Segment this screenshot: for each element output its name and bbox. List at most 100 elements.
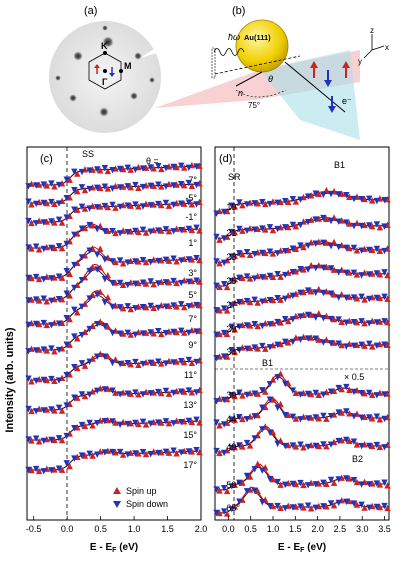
spin-up-point xyxy=(338,318,345,326)
spin-up-point xyxy=(150,182,157,190)
spin-down-point xyxy=(32,347,40,354)
spin-up-point xyxy=(35,246,43,253)
spin-up-point xyxy=(74,335,81,342)
photon-label: ħω xyxy=(228,32,240,42)
spin-down-point xyxy=(193,224,200,231)
spin-down-point xyxy=(40,245,47,253)
x-axis-label-d: E - EF (eV) xyxy=(278,542,326,554)
spin-up-point xyxy=(127,183,134,191)
spin-up-point xyxy=(369,246,376,254)
spin-down-point xyxy=(124,164,131,172)
spin-down-point xyxy=(228,347,235,354)
spin-up-point xyxy=(231,252,238,259)
spin-up-point xyxy=(119,451,127,458)
spin-down-point xyxy=(139,303,147,311)
angle-label: 15° xyxy=(183,430,197,440)
spin-down-point xyxy=(116,330,124,337)
spin-down-point xyxy=(116,391,124,398)
spin-down-point xyxy=(381,341,388,348)
spin-up-point xyxy=(43,199,50,207)
spin-down-point xyxy=(343,244,350,251)
panel-label-b: (b) xyxy=(232,5,245,17)
spin-down-point xyxy=(48,180,55,187)
spin-down-point xyxy=(381,223,388,230)
spectrum-trace xyxy=(25,245,203,283)
spin-down-point xyxy=(343,498,350,506)
theta-label: θ xyxy=(268,74,273,84)
spin-down-point xyxy=(48,198,55,206)
spin-down-point xyxy=(86,167,93,174)
spin-up-point xyxy=(239,392,246,399)
spin-up-point xyxy=(181,164,188,171)
spin-down-point xyxy=(282,198,289,205)
spin-up-point xyxy=(262,403,269,411)
spin-down-point xyxy=(132,181,139,189)
spin-down-point xyxy=(243,472,251,480)
spin-down-point xyxy=(139,257,147,264)
spin-up-point xyxy=(376,318,384,325)
spin-up-point xyxy=(158,165,165,173)
spin-up-point xyxy=(51,274,58,281)
spin-down-point xyxy=(350,500,358,507)
spin-down-point xyxy=(55,346,63,354)
x-tick-label: -0.5 xyxy=(26,524,42,534)
spin-down-point xyxy=(48,218,55,225)
x-tick-label: 1.5 xyxy=(289,524,302,534)
spin-down-point xyxy=(178,257,185,264)
spin-down-point xyxy=(297,313,304,320)
spin-down-point xyxy=(282,380,289,388)
spin-down-point xyxy=(297,441,304,448)
spin-down-point xyxy=(101,228,109,235)
spin-down-point xyxy=(266,224,274,231)
spin-up-point xyxy=(346,410,353,417)
spin-down-point xyxy=(116,360,124,368)
x-tick-label: 0.0 xyxy=(61,524,74,534)
spin-down-point xyxy=(312,289,319,296)
spin-down-point xyxy=(101,418,109,425)
spin-up-point xyxy=(158,256,165,264)
spin-down-point xyxy=(155,257,162,265)
spin-up-point xyxy=(173,303,180,310)
spin-up-point xyxy=(369,442,376,450)
spin-down-point xyxy=(32,200,40,208)
spectra-c: -7°-5°-1°1°3°5°7°9°11°13°15°17° xyxy=(25,161,203,475)
spin-down-point xyxy=(366,442,373,450)
spin-down-point xyxy=(86,450,93,458)
spin-up-point xyxy=(262,249,269,257)
spectrum-trace xyxy=(213,460,391,495)
label-M: M xyxy=(124,61,132,71)
spin-up-point xyxy=(239,274,246,281)
spin-up-point xyxy=(81,186,89,194)
spin-down-point xyxy=(109,448,116,456)
spin-down-point xyxy=(109,201,116,209)
spin-up-point xyxy=(307,390,315,398)
spin-up-point xyxy=(216,509,223,517)
spin-up-point xyxy=(269,296,277,304)
spin-down-point xyxy=(251,275,258,282)
spin-up-point xyxy=(246,298,254,306)
spin-up-point xyxy=(300,504,307,511)
spin-up-point xyxy=(315,336,322,343)
spin-up-point xyxy=(142,329,150,336)
spin-down-point xyxy=(236,250,243,257)
spin-up-point xyxy=(158,448,165,456)
spin-down-point xyxy=(320,289,327,297)
angle-label: 49° xyxy=(226,442,240,452)
electron-label: e⁻ xyxy=(342,96,352,106)
spin-up-point xyxy=(188,201,196,208)
spin-down-point xyxy=(358,222,365,230)
spin-down-point xyxy=(162,199,170,207)
spin-down-point xyxy=(109,279,116,287)
spin-down-point xyxy=(343,436,350,444)
spin-down-point xyxy=(124,281,131,289)
spin-down-point xyxy=(343,475,350,482)
spin-up-point xyxy=(269,250,277,257)
spin-down-point xyxy=(312,442,319,450)
spin-up-point xyxy=(150,304,157,311)
leed-spot xyxy=(69,94,77,102)
spin-down-point xyxy=(109,303,116,311)
b1-label-top: B1 xyxy=(334,160,345,170)
spectrum-trace xyxy=(25,318,203,355)
spin-up-point xyxy=(173,450,180,457)
point-K-marker xyxy=(103,51,107,55)
